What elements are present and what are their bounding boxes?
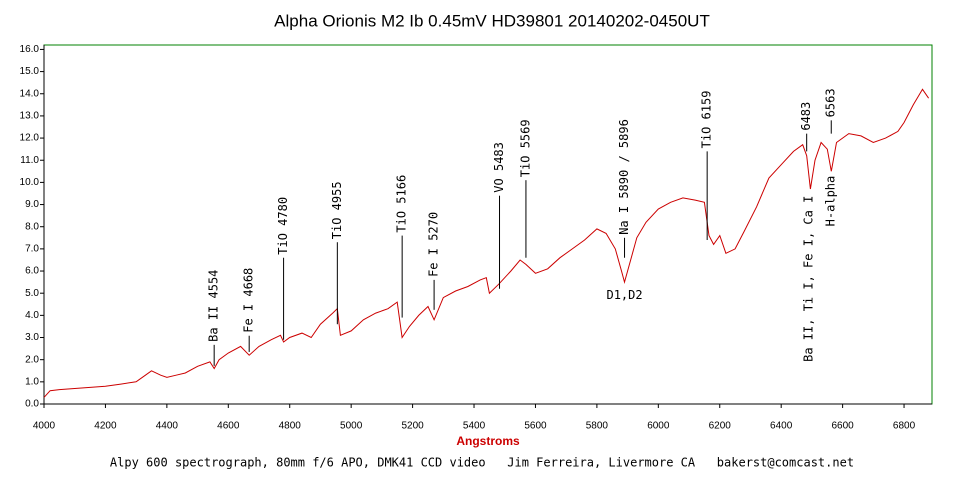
annotation: TiO 4955 — [330, 181, 344, 239]
y-tick-label: 8.0 — [25, 221, 39, 232]
x-tick-label: 6000 — [647, 421, 670, 432]
x-tick-label: 5200 — [401, 421, 424, 432]
annotation: 6483 — [799, 102, 813, 131]
annotation: Na I 5890 / 5896 — [617, 119, 631, 235]
y-tick-label: 7.0 — [25, 244, 39, 255]
y-tick-label: 5.0 — [25, 288, 39, 299]
y-tick-label: 0.0 — [25, 399, 39, 410]
y-tick-label: 10.0 — [20, 177, 40, 188]
annotation: D1,D2 — [606, 288, 642, 302]
y-tick-label: 1.0 — [25, 376, 39, 387]
annotation: TiO 5166 — [395, 175, 409, 233]
x-tick-label: 4600 — [217, 421, 240, 432]
y-tick-label: 13.0 — [20, 111, 40, 122]
annotation: TiO 5569 — [518, 119, 532, 177]
x-tick-label: 4400 — [156, 421, 179, 432]
y-tick-label: 14.0 — [20, 88, 40, 99]
x-tick-label: 5800 — [586, 421, 609, 432]
annotation: Fe I 4668 — [242, 268, 256, 333]
annotation: Ba II, Ti I, Fe I, Ca I — [801, 196, 815, 362]
x-tick-label: 4800 — [279, 421, 302, 432]
x-tick-label: 6600 — [831, 421, 854, 432]
y-tick-label: 16.0 — [20, 44, 40, 55]
x-axis-label: Angstroms — [456, 434, 520, 448]
annotation: Ba II 4554 — [207, 270, 221, 342]
x-tick-label: 5600 — [524, 421, 547, 432]
annotation: H-alpha — [824, 176, 838, 227]
y-tick-label: 2.0 — [25, 354, 39, 365]
x-tick-label: 5000 — [340, 421, 363, 432]
y-tick-label: 6.0 — [25, 266, 39, 277]
x-tick-label: 4000 — [33, 421, 56, 432]
y-tick-label: 4.0 — [25, 310, 39, 321]
x-tick-label: 6400 — [770, 421, 793, 432]
y-tick-label: 11.0 — [20, 155, 39, 166]
annotation: Fe I 5270 — [427, 212, 441, 277]
annotation: VO 5483 — [492, 142, 506, 193]
y-tick-label: 3.0 — [25, 332, 39, 343]
spectrum-line — [43, 88, 930, 398]
x-tick-label: 5400 — [463, 421, 486, 432]
annotation: TiO 4780 — [276, 197, 290, 255]
chart-title: Alpha Orionis M2 Ib 0.45mV HD39801 20140… — [274, 11, 710, 30]
annotation: 6563 — [824, 88, 838, 117]
x-tick-label: 4200 — [94, 421, 117, 432]
y-tick-label: 15.0 — [20, 66, 40, 77]
annotation: TiO 6159 — [700, 91, 714, 149]
x-tick-label: 6200 — [709, 421, 732, 432]
footer: Alpy 600 spectrograph, 80mm f/6 APO, DMK… — [110, 456, 854, 470]
y-tick-label: 12.0 — [20, 133, 40, 144]
x-tick-label: 6800 — [893, 421, 916, 432]
y-tick-label: 9.0 — [25, 199, 39, 210]
plot-frame — [43, 44, 933, 405]
